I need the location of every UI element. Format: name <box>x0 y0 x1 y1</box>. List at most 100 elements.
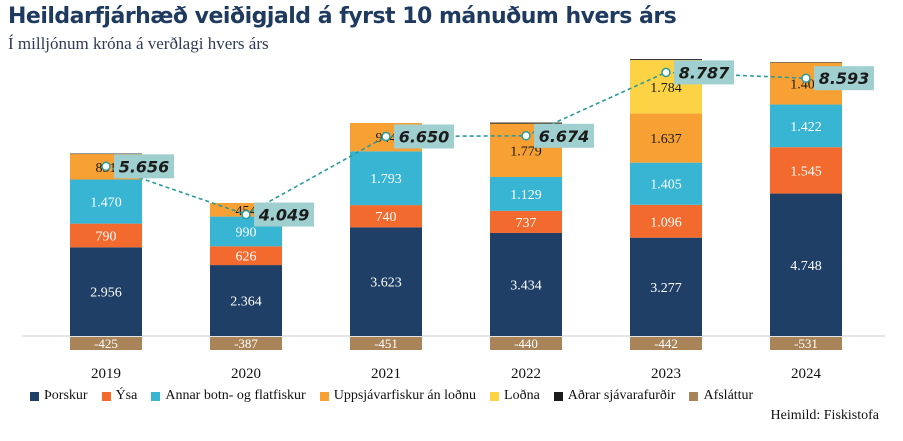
total-marker-2020 <box>241 209 251 220</box>
legend-swatch-thorskur <box>30 391 39 401</box>
data-label-ysa-2020: 626 <box>236 250 257 265</box>
bar-adrar-2024 <box>770 62 842 63</box>
data-label-lodna-2023: 1.784 <box>650 81 682 96</box>
legend-swatch-annar <box>151 391 161 401</box>
data-label-annar-2019: 1.470 <box>90 196 122 211</box>
data-label-thorskur-2023: 3.277 <box>650 281 682 296</box>
bar-thorskur-2021 <box>350 227 422 336</box>
data-label-ysa-2021: 740 <box>376 210 397 225</box>
x-tick-label-2021: 2021 <box>371 366 401 382</box>
total-marker-2024 <box>801 73 811 83</box>
data-label-thorskur-2019: 2.956 <box>90 286 122 301</box>
bar-adrar-2019 <box>70 153 142 155</box>
data-label-afslattur-2024: -531 <box>794 336 818 351</box>
total-label-2023: 8.787 <box>679 63 730 82</box>
total-label-2022: 6.674 <box>539 127 590 146</box>
legend-item-annar: Annar botn- og flatfiskur <box>151 388 306 404</box>
data-label-ysa-2024: 1.545 <box>790 164 822 179</box>
legend-label-ysa: Ýsa <box>115 388 138 403</box>
source-note: Heimild: Fiskistofa <box>770 408 880 423</box>
total-marker-2021 <box>381 131 391 142</box>
data-label-afslattur-2022: -440 <box>514 336 538 351</box>
x-tick-label-2022: 2022 <box>511 366 541 382</box>
bar-thorskur-2022 <box>490 232 562 336</box>
data-label-annar-2020: 990 <box>236 225 257 240</box>
legend-item-afslattur: Afsláttur <box>689 388 753 404</box>
total-label-box-2021 <box>394 124 454 149</box>
total-label-2024: 8.593 <box>819 69 870 88</box>
legend-label-uppsjavar: Uppsjávarfiskur án loðnu <box>333 388 477 403</box>
legend-label-adrar: Aðrar sjávarafurðir <box>567 388 676 403</box>
data-label-afslattur-2023: -442 <box>654 336 678 351</box>
chart-subtitle: Í milljónum króna á verðlagi hvers árs <box>8 34 269 53</box>
legend-item-thorskur: Þorskur <box>30 388 88 404</box>
legend-swatch-uppsjavar <box>319 391 329 401</box>
legend-item-uppsjavar: Uppsjávarfiskur án loðnu <box>319 388 477 404</box>
data-label-thorskur-2024: 4.748 <box>790 259 822 274</box>
bar-uppsjavar-2023 <box>630 113 702 163</box>
total-marker-2019 <box>101 161 111 172</box>
total-label-box-2022 <box>534 123 594 148</box>
bar-afslattur-2022 <box>490 337 562 350</box>
legend: Þorskur Ýsa Annar botn- og flatfiskur Uppsj… <box>30 388 753 404</box>
x-tick-label-2019: 2019 <box>91 366 121 382</box>
bar-afslattur-2019 <box>70 337 142 350</box>
data-label-ysa-2023: 1.096 <box>650 215 682 230</box>
bar-ysa-2024 <box>770 147 842 194</box>
total-label-box-2024 <box>814 66 874 91</box>
bar-annar-2019 <box>70 179 142 224</box>
data-label-ysa-2019: 790 <box>96 229 117 244</box>
data-label-uppsjavar-2022: 1.779 <box>510 144 542 159</box>
bar-adrar-2022 <box>490 122 562 124</box>
legend-swatch-lodna <box>490 391 500 401</box>
total-label-box-2023 <box>674 60 734 85</box>
total-marker-2023 <box>661 67 671 78</box>
total-marker-2022 <box>521 131 531 141</box>
legend-item-lodna: Loðna <box>490 388 540 404</box>
bar-ysa-2022 <box>490 210 562 233</box>
chart-title: Heildarfjárhæð veiðigjald á fyrst 10 mán… <box>8 4 677 29</box>
bar-ysa-2020 <box>210 246 282 266</box>
legend-label-afslattur: Afsláttur <box>703 388 754 403</box>
data-label-annar-2024: 1.422 <box>790 120 822 135</box>
x-tick-label-2024: 2024 <box>791 366 822 382</box>
legend-swatch-ysa <box>101 391 111 401</box>
total-label-2020: 4.049 <box>258 206 310 225</box>
legend-swatch-adrar <box>553 391 563 401</box>
data-label-annar-2023: 1.405 <box>650 178 682 193</box>
bar-afslattur-2020 <box>210 337 282 350</box>
bar-afslattur-2021 <box>350 337 422 350</box>
data-label-ysa-2022: 737 <box>516 216 537 231</box>
x-tick-label-2020: 2020 <box>231 366 261 382</box>
data-label-afslattur-2021: -451 <box>374 336 398 351</box>
data-label-uppsjavar-2023: 1.637 <box>650 132 682 147</box>
legend-label-thorskur: Þorskur <box>44 388 88 403</box>
bar-adrar-2023 <box>630 59 702 61</box>
legend-item-ysa: Ýsa <box>101 388 138 404</box>
data-label-afslattur-2020: -387 <box>234 336 258 351</box>
data-label-thorskur-2021: 3.623 <box>370 276 402 291</box>
total-label-box-2019 <box>114 154 174 179</box>
total-label-2019: 5.656 <box>119 157 170 176</box>
total-label-box-2020 <box>254 202 314 227</box>
data-label-thorskur-2020: 2.364 <box>230 295 262 310</box>
data-label-afslattur-2019: -425 <box>94 336 118 351</box>
data-label-annar-2021: 1.793 <box>370 172 402 187</box>
bar-annar-2021 <box>350 151 422 206</box>
bar-ysa-2021 <box>350 205 422 228</box>
legend-label-annar: Annar botn- og flatfiskur <box>165 388 306 403</box>
total-label-2021: 6.650 <box>399 128 450 147</box>
bar-thorskur-2024 <box>770 193 842 336</box>
data-label-uppsjavar-2024: 1.406 <box>790 77 822 92</box>
bar-thorskur-2020 <box>210 265 282 336</box>
x-tick-label-2023: 2023 <box>651 366 681 382</box>
legend-label-lodna: Loðna <box>504 388 540 403</box>
bar-annar-2023 <box>630 162 702 205</box>
data-label-annar-2022: 1.129 <box>510 188 542 203</box>
legend-item-adrar: Aðrar sjávarafurðir <box>553 388 676 404</box>
bar-thorskur-2023 <box>630 237 702 336</box>
bar-afslattur-2023 <box>630 337 702 350</box>
bar-afslattur-2024 <box>770 337 842 350</box>
data-label-thorskur-2022: 3.434 <box>510 278 542 293</box>
